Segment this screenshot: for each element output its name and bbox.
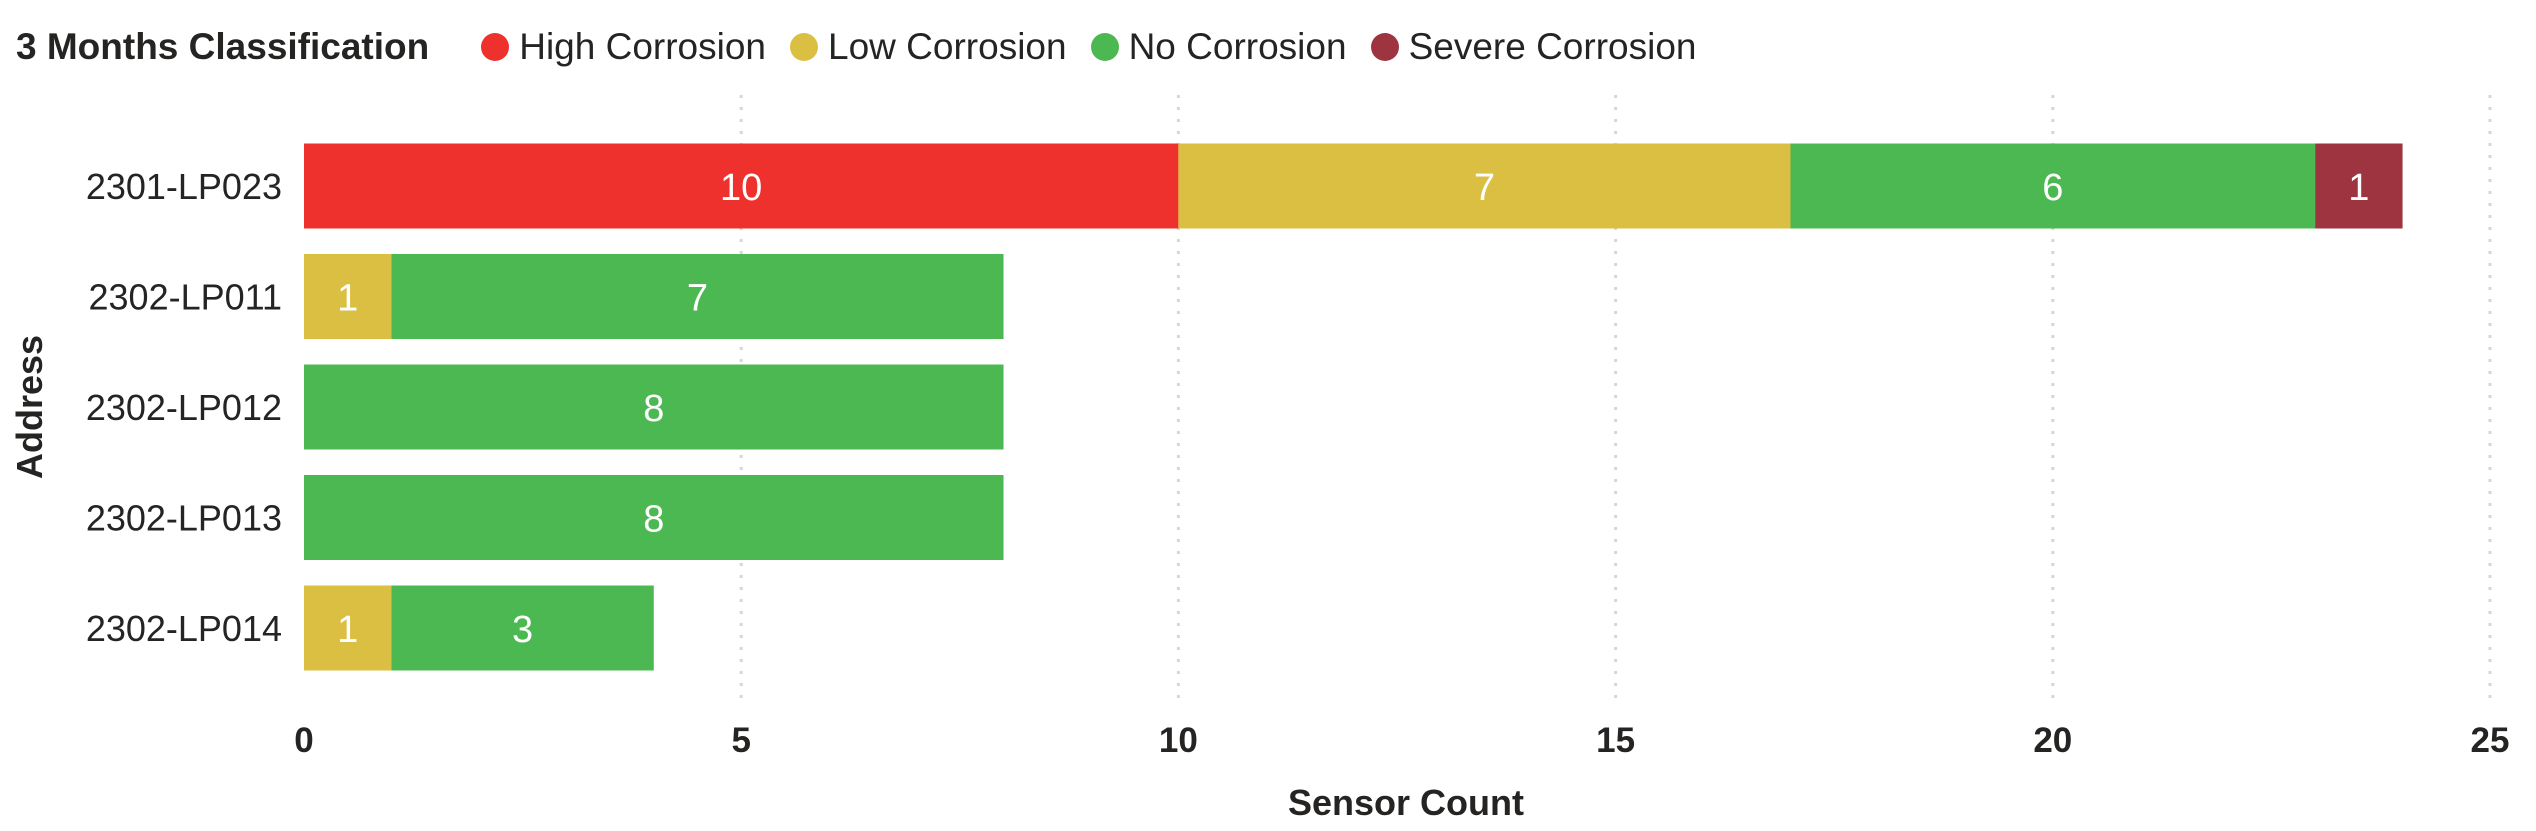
legend-item-no-corrosion[interactable]: No Corrosion xyxy=(1090,26,1347,68)
x-axis-title: Sensor Count xyxy=(1288,782,1524,823)
bar-segment[interactable] xyxy=(304,585,392,671)
y-axis-labels: 2301-LP023 2302-LP011 2302-LP012 2302-LP013… xyxy=(86,166,282,649)
bar-segment[interactable] xyxy=(304,143,1179,229)
data-label: 1 xyxy=(337,609,358,651)
bars: 10 7 6 1 1 7 8 8 1 3 xyxy=(304,143,2403,671)
data-label: 8 xyxy=(643,388,664,430)
bar-segment[interactable] xyxy=(391,254,1004,339)
legend-swatch-icon xyxy=(1370,33,1399,61)
bar-segment[interactable] xyxy=(1178,143,1791,229)
bar-segment[interactable] xyxy=(304,475,1004,560)
x-axis-ticks: 0 5 10 15 20 25 xyxy=(294,721,2509,760)
y-tick-label: 2302-LP014 xyxy=(86,608,282,649)
legend-item-high-corrosion[interactable]: High Corrosion xyxy=(481,26,766,68)
chart-header: 3 Months Classification High Corrosion L… xyxy=(16,22,1720,72)
chart-title: 3 Months Classification xyxy=(16,26,430,67)
legend-swatch-icon xyxy=(790,33,819,61)
legend-label: Low Corrosion xyxy=(828,26,1067,67)
legend-swatch-icon xyxy=(481,33,510,61)
data-label: 7 xyxy=(1474,167,1495,209)
legend-item-low-corrosion[interactable]: Low Corrosion xyxy=(790,26,1067,68)
legend-label: No Corrosion xyxy=(1128,26,1347,67)
legend-label: High Corrosion xyxy=(519,26,767,67)
bar-segment[interactable] xyxy=(304,254,392,339)
y-tick-label: 2302-LP013 xyxy=(86,498,282,539)
data-label: 10 xyxy=(720,167,762,209)
legend: High Corrosion Low Corrosion No Corrosio… xyxy=(481,26,1720,68)
bar-segment[interactable] xyxy=(391,585,654,671)
x-tick-label: 25 xyxy=(2471,721,2510,760)
legend-item-severe-corrosion[interactable]: Severe Corrosion xyxy=(1370,26,1697,68)
y-axis-title: Address xyxy=(9,335,50,479)
legend-swatch-icon xyxy=(1090,33,1119,61)
bar-segment[interactable] xyxy=(2315,143,2403,229)
data-label: 1 xyxy=(2348,167,2369,209)
x-tick-label: 5 xyxy=(731,721,750,760)
x-tick-label: 0 xyxy=(294,721,313,760)
x-tick-label: 15 xyxy=(1596,721,1635,760)
y-tick-label: 2301-LP023 xyxy=(86,166,282,207)
bar-segment[interactable] xyxy=(304,364,1004,450)
data-label: 8 xyxy=(643,499,664,541)
data-label: 1 xyxy=(337,278,358,320)
y-tick-label: 2302-LP011 xyxy=(89,277,283,318)
bar-segment[interactable] xyxy=(1790,143,2316,229)
data-label: 3 xyxy=(512,609,533,651)
y-tick-label: 2302-LP012 xyxy=(86,387,282,428)
data-label: 7 xyxy=(687,278,708,320)
data-label: 6 xyxy=(2042,167,2063,209)
x-tick-label: 20 xyxy=(2033,721,2072,760)
legend-label: Severe Corrosion xyxy=(1408,26,1697,67)
x-tick-label: 10 xyxy=(1159,721,1198,760)
